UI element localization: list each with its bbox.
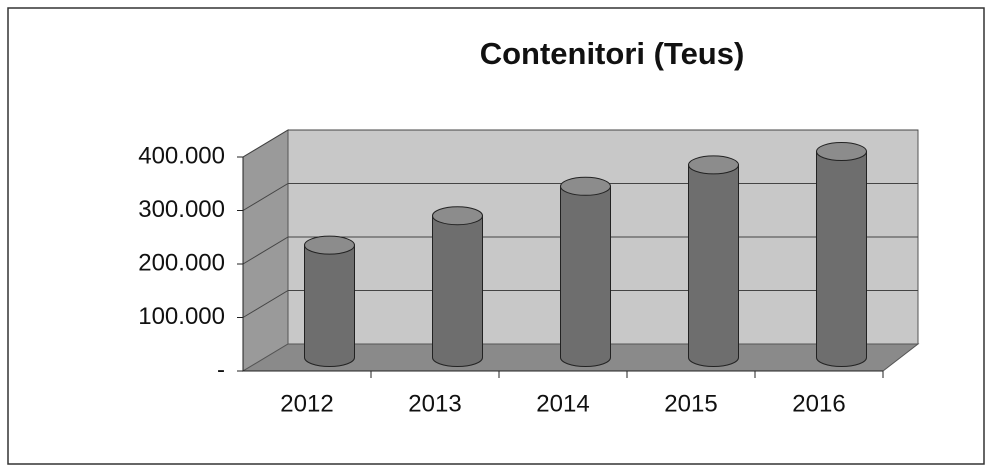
cylinder-body xyxy=(304,244,355,367)
bar xyxy=(560,176,611,367)
y-tick-label: 200.000 xyxy=(138,249,225,276)
grid-line xyxy=(242,129,289,158)
y-tick-label: 400.000 xyxy=(138,142,225,169)
cylinder-top xyxy=(432,206,483,226)
cylinder-body xyxy=(432,215,483,367)
x-tick-label: 2013 xyxy=(408,390,461,417)
grid-line xyxy=(242,183,289,211)
grid-line xyxy=(242,236,289,265)
x-tick-label: 2014 xyxy=(536,390,589,417)
cylinder-body xyxy=(688,164,739,367)
cylinder-top xyxy=(688,155,739,175)
cylinder-top xyxy=(816,142,867,162)
cylinder-top xyxy=(304,235,355,255)
cylinder-body xyxy=(816,151,867,367)
cylinder-body xyxy=(560,185,611,367)
x-tick-label: 2016 xyxy=(792,390,845,417)
y-tick-label: 300.000 xyxy=(138,196,225,223)
bar xyxy=(432,206,483,367)
x-tick-label: 2012 xyxy=(280,390,333,417)
grid-line xyxy=(242,290,289,318)
cylinder-top xyxy=(560,176,611,196)
bar xyxy=(688,155,739,367)
y-tick-label: 100.000 xyxy=(138,303,225,330)
bar xyxy=(304,235,355,367)
bar xyxy=(816,142,867,367)
x-tick-label: 2015 xyxy=(664,390,717,417)
chart-title: Contenitori (Teus) xyxy=(480,36,745,71)
y-tick-label: - xyxy=(217,356,225,383)
